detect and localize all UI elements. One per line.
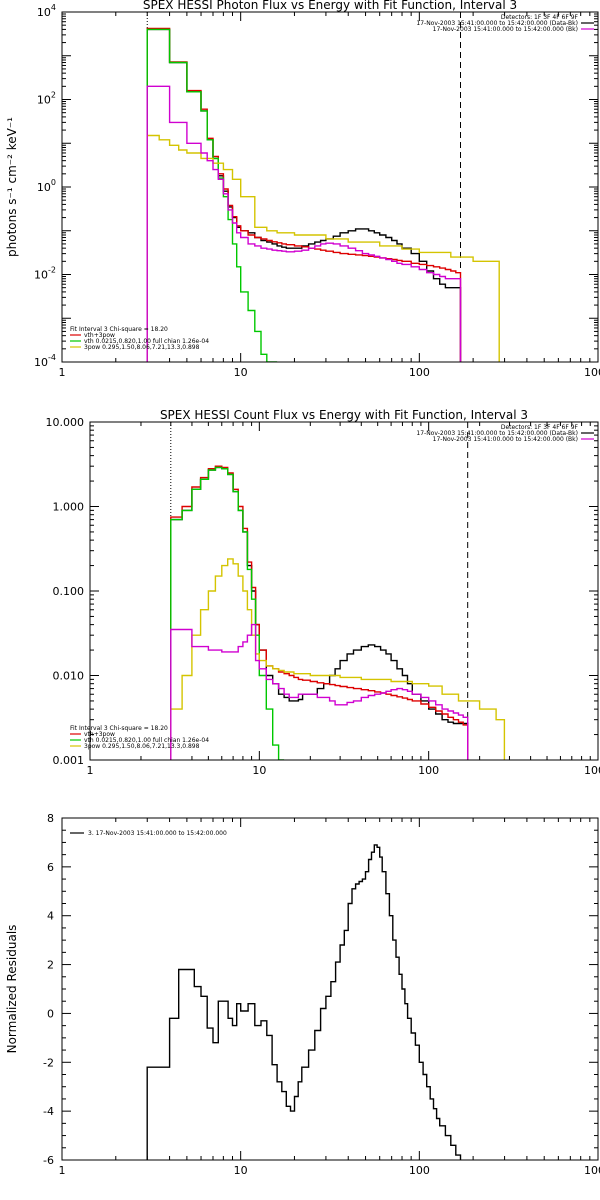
legend-top-line: Detectors: 1F 3F 4F 6F 9F (501, 14, 579, 21)
x-tick-label: 1 (59, 1164, 66, 1177)
legend-top-line: 17-Nov-2003 15:41:00.000 to 15:42:00.000… (433, 26, 578, 33)
x-tick-label: 10 (234, 366, 248, 379)
legend-fit-line: vth+3pow (84, 731, 115, 738)
x-tick-label: 100 (418, 764, 439, 777)
legend-top-line: Detectors: 1F 3F 4F 6F 9F (501, 424, 579, 431)
y-tick-label: 104 (37, 3, 56, 19)
x-tick-label: 1000 (584, 764, 600, 777)
legend-line: 3. 17-Nov-2003 15:41:00.000 to 15:42:00.… (88, 830, 227, 837)
y-tick-exp: 2 (51, 91, 56, 100)
series-line-vth (170, 466, 285, 760)
series-line-vth-3pow (146, 27, 462, 362)
chart-panel-1: SPEX HESSI Photon Flux vs Energy with Fi… (5, 0, 600, 379)
series-line-vth-3pow (170, 465, 469, 760)
x-tick-label: 100 (409, 1164, 430, 1177)
y-tick-label: -6 (43, 1154, 54, 1167)
y-tick-label: -2 (43, 1056, 54, 1069)
series-line-data-bk (170, 466, 469, 760)
legend-top-line: 17-Nov-2003 15:41:00.000 to 15:42:00.000… (416, 20, 578, 27)
y-tick-base: 10 (34, 269, 48, 282)
x-tick-label: 10 (252, 764, 266, 777)
series-line-vth (146, 28, 278, 362)
y-axis-label: Normalized Residuals (5, 925, 19, 1054)
y-tick-label: 2 (47, 959, 54, 972)
chart-panel-3: 1 10 100 1000 -6 -4 -2 0 2 4 6 8 Normalized Residual… (5, 812, 600, 1177)
y-tick-base: 10 (37, 6, 51, 19)
y-tick-label: 100 (37, 178, 56, 194)
series-line-bk (170, 623, 469, 760)
chart-panel-2: SPEX HESSI Count Flux vs Energy with Fit… (46, 408, 600, 777)
y-tick-label: 8 (47, 812, 54, 825)
y-tick-exp: -4 (48, 353, 56, 362)
legend-fit-line: vth 0.0215,0.820,1.00 full chian 1.26e-0… (84, 338, 209, 345)
legend-top-line: 17-Nov-2003 15:41:00.000 to 15:42:00.000… (433, 436, 578, 443)
y-tick-exp: 0 (51, 178, 56, 187)
y-tick-label: 0.001 (53, 754, 85, 767)
series-line-bk (146, 85, 462, 362)
y-tick-exp: -2 (48, 266, 56, 275)
series-line-data-bk (146, 28, 462, 362)
series-line-3pow (170, 558, 506, 760)
x-tick-label: 1 (59, 366, 66, 379)
series-group (146, 844, 462, 1160)
y-axis-label: photons s⁻¹ cm⁻² keV⁻¹ (5, 117, 19, 257)
y-tick-base: 10 (37, 94, 51, 107)
y-tick-label: 10.000 (46, 416, 85, 429)
y-tick-label: 0 (47, 1007, 54, 1020)
series-line-3-17-nov-2003-15-41-00-000-to-15-42-00-000 (146, 844, 462, 1160)
x-tick-label: 1000 (584, 366, 600, 379)
y-tick-exp: 4 (51, 3, 56, 12)
x-tick-label: 100 (409, 366, 430, 379)
series-group (170, 465, 506, 760)
y-tick-label: 10-4 (34, 353, 56, 369)
y-tick-label: 102 (37, 91, 56, 107)
legend-fit-line: 3pow 0.295,1.50,8.06,7.21,13.3,0.898 (84, 743, 200, 750)
y-tick-label: 6 (47, 861, 54, 874)
y-tick-label: 4 (47, 910, 54, 923)
plot-frame (61, 817, 599, 1161)
y-tick-base: 10 (34, 356, 48, 369)
x-tick-label: 1000 (584, 1164, 600, 1177)
plot-frame (61, 11, 599, 363)
chart-title: SPEX HESSI Photon Flux vs Energy with Fi… (143, 0, 517, 12)
y-tick-base: 10 (37, 181, 51, 194)
legend-top-line: 17-Nov-2003 15:41:00.000 to 15:42:00.000… (416, 430, 578, 437)
legend-fit-line: vth+3pow (84, 332, 115, 339)
legend-fit-line: 3pow 0.295,1.50,8.06,7.21,13.3,0.898 (84, 344, 200, 351)
plot-frame (89, 421, 599, 761)
chart-title: SPEX HESSI Count Flux vs Energy with Fit… (160, 408, 528, 422)
legend-fit-line: Fit Interval 3 Chi-square = 18.20 (70, 326, 168, 333)
y-tick-label: 0.010 (53, 670, 85, 683)
x-tick-label: 1 (87, 764, 94, 777)
y-tick-label: 1.000 (53, 501, 85, 514)
y-tick-label: 10-2 (34, 266, 56, 282)
series-line-3pow (146, 134, 500, 362)
legend-fit-line: Fit Interval 3 Chi-square = 18.20 (70, 725, 168, 732)
y-tick-label: 0.100 (53, 585, 85, 598)
legend-fit-line: vth 0.0215,0.820,1.00 full chian 1.26e-0… (84, 737, 209, 744)
y-tick-label: -4 (43, 1105, 54, 1118)
series-group (146, 27, 500, 362)
x-tick-label: 10 (234, 1164, 248, 1177)
